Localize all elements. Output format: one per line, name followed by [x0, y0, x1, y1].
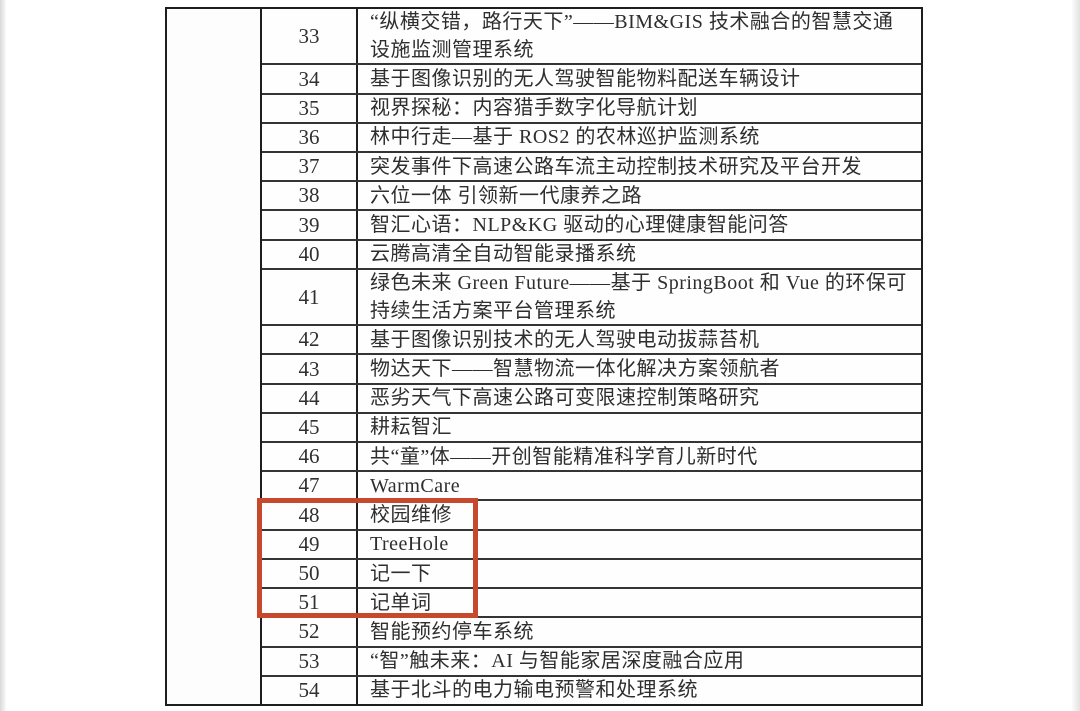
- row-number: 45: [262, 413, 358, 442]
- project-title: WarmCare: [370, 474, 461, 497]
- table-row: 46 共“童”体——开创智能精准科学育儿新时代: [262, 441, 921, 471]
- table-row: 49 TreeHole: [262, 528, 921, 558]
- row-number: 53: [262, 647, 358, 675]
- row-number: 37: [262, 153, 358, 181]
- table-row: 33 “纵横交错，路行天下”——BIM&GIS 技术融合的智慧交通设施监测管理系…: [262, 9, 921, 64]
- table-row: 50 记一下: [262, 557, 921, 588]
- project-title: 突发事件下高速公路车流主动控制技术研究及平台开发: [370, 155, 862, 178]
- table-row: 39 智汇心语：NLP&KG 驱动的心理健康智能问答: [262, 209, 921, 239]
- row-number: 39: [262, 211, 358, 239]
- project-title: 智汇心语：NLP&KG 驱动的心理健康智能问答: [370, 214, 789, 237]
- table-row: 41 绿色未来 Green Future——基于 SpringBoot 和 Vu…: [262, 267, 921, 325]
- project-title: 基于图像识别技术的无人驾驶电动拔蒜苔机: [370, 328, 760, 351]
- table-row: 51 记单词: [262, 587, 921, 617]
- table-row: 54 基于北斗的电力输电预警和处理系统: [262, 674, 921, 704]
- table-row: 36 林中行走—基于 ROS2 的农林巡护监测系统: [262, 121, 921, 152]
- row-number: 33: [262, 9, 358, 64]
- project-title: 物达天下——智慧物流一体化解决方案领航者: [370, 358, 780, 381]
- project-title: 林中行走—基于 ROS2 的农林巡护监测系统: [370, 126, 760, 149]
- row-number: 35: [262, 94, 358, 122]
- project-title: TreeHole: [370, 533, 449, 556]
- project-title: 记一下: [370, 562, 432, 585]
- project-title: 耕耘智汇: [370, 416, 452, 439]
- row-number: 44: [262, 384, 358, 412]
- row-number: 51: [262, 589, 358, 617]
- project-title: “纵横交错，路行天下”——BIM&GIS 技术融合的智慧交通设施监测管理系统: [370, 11, 894, 62]
- row-number: 49: [262, 530, 358, 558]
- table-row: 47 WarmCare: [262, 470, 921, 500]
- merged-empty-column: [167, 9, 262, 704]
- table-row: 40 云腾高清全自动智能录播系统: [262, 238, 921, 268]
- row-number: 43: [262, 355, 358, 383]
- table-rows: 33 “纵横交错，路行天下”——BIM&GIS 技术融合的智慧交通设施监测管理系…: [262, 9, 921, 704]
- page-edge-shadow-right: [1072, 0, 1080, 711]
- project-title: 记单词: [370, 591, 432, 614]
- row-number: 38: [262, 182, 358, 210]
- table-row: 37 突发事件下高速公路车流主动控制技术研究及平台开发: [262, 151, 921, 181]
- project-title: 视界探秘：内容猎手数字化导航计划: [370, 97, 698, 120]
- page-edge-shadow-left: [0, 0, 6, 711]
- row-number: 42: [262, 326, 358, 354]
- project-title: 绿色未来 Green Future——基于 SpringBoot 和 Vue 的…: [370, 272, 907, 323]
- project-title: 基于图像识别的无人驾驶智能物料配送车辆设计: [370, 68, 801, 91]
- row-number: 46: [262, 443, 358, 471]
- table-row: 43 物达天下——智慧物流一体化解决方案领航者: [262, 353, 921, 383]
- row-number: 36: [262, 123, 358, 152]
- table-row: 53 “智”触未来：AI 与智能家居深度融合应用: [262, 645, 921, 675]
- project-title: “智”触未来：AI 与智能家居深度融合应用: [370, 650, 745, 673]
- row-number: 50: [262, 559, 358, 588]
- project-title: 六位一体 引领新一代康养之路: [370, 184, 642, 207]
- row-number: 47: [262, 472, 358, 500]
- project-title: 校园维修: [370, 504, 452, 527]
- table-row: 35 视界探秘：内容猎手数字化导航计划: [262, 92, 921, 122]
- projects-table: 33 “纵横交错，路行天下”——BIM&GIS 技术融合的智慧交通设施监测管理系…: [165, 7, 923, 706]
- row-number: 54: [262, 676, 358, 704]
- table-row: 38 六位一体 引领新一代康养之路: [262, 180, 921, 210]
- project-title: 恶劣天气下高速公路可变限速控制策略研究: [370, 387, 760, 410]
- table-row: 42 基于图像识别技术的无人驾驶电动拔蒜苔机: [262, 324, 921, 354]
- table-row: 34 基于图像识别的无人驾驶智能物料配送车辆设计: [262, 63, 921, 93]
- table-row: 44 恶劣天气下高速公路可变限速控制策略研究: [262, 382, 921, 412]
- project-title: 基于北斗的电力输电预警和处理系统: [370, 679, 698, 702]
- project-title: 共“童”体——开创智能精准科学育儿新时代: [370, 445, 758, 468]
- table-row: 45 耕耘智汇: [262, 411, 921, 442]
- row-number: 41: [262, 269, 358, 325]
- row-number: 48: [262, 501, 358, 529]
- row-number: 40: [262, 240, 358, 268]
- table-row: 48 校园维修: [262, 499, 921, 529]
- row-number: 52: [262, 618, 358, 646]
- row-number: 34: [262, 65, 358, 93]
- project-title: 云腾高清全自动智能录播系统: [370, 243, 637, 266]
- project-title: 智能预约停车系统: [370, 620, 534, 643]
- table-row: 52 智能预约停车系统: [262, 616, 921, 646]
